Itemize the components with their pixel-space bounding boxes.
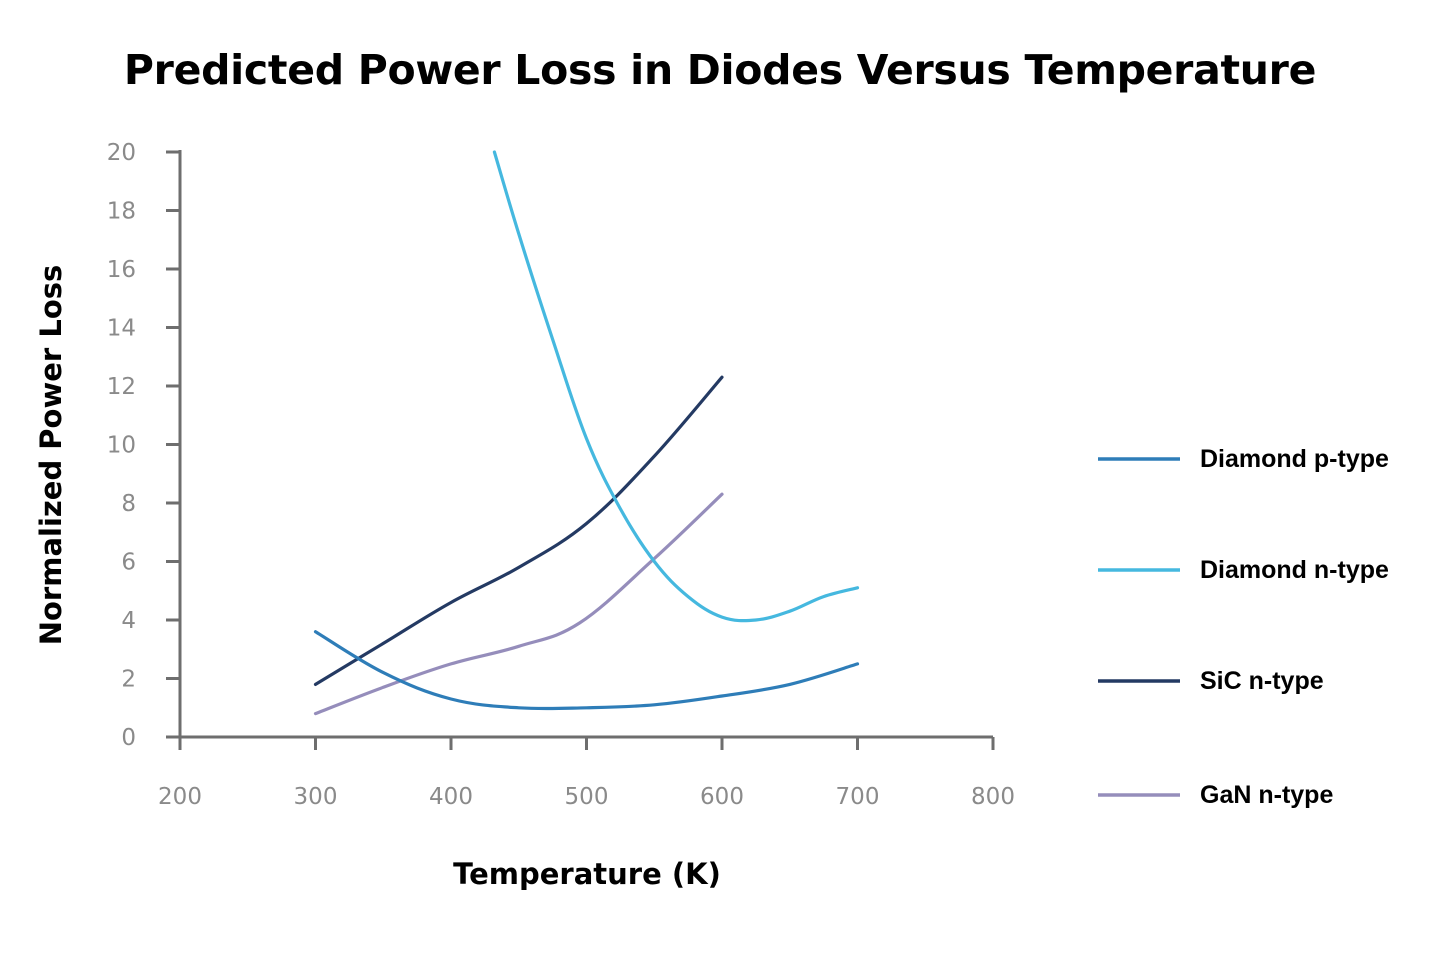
legend-label-diamond-p-type: Diamond p-type: [1200, 445, 1389, 473]
y-tick-label: 14: [107, 316, 136, 342]
x-tick-label: 400: [429, 784, 473, 810]
y-tick-label: 0: [121, 725, 136, 751]
y-tick-label: 10: [107, 433, 136, 459]
series-line-diamond-p-type: [313, 630, 860, 711]
y-tick-label: 12: [107, 374, 136, 400]
series-line-sic-n-type: [313, 375, 724, 686]
chart-title: Predicted Power Loss in Diodes Versus Te…: [123, 46, 1317, 94]
x-tick-label: 800: [971, 784, 1015, 810]
legend-label-sic-n-type: SiC n-type: [1200, 667, 1324, 695]
legend: Diamond p-type Diamond n-type SiC n-type Ga…: [1098, 445, 1389, 809]
y-tick-label: 20: [107, 140, 136, 166]
x-ticks: 200 300 400 500 600 700 800: [158, 737, 1015, 810]
series-lines: [313, 150, 860, 716]
y-ticks: 0 2 4 6 8 10 12 14 16 18 20: [107, 140, 180, 751]
x-tick-label: 600: [700, 784, 744, 810]
x-tick-label: 500: [565, 784, 609, 810]
axes: [178, 150, 993, 739]
y-tick-label: 6: [121, 550, 136, 576]
series-line-gan-n-type: [313, 492, 724, 716]
y-tick-label: 4: [121, 608, 136, 634]
y-tick-label: 8: [121, 491, 136, 517]
series-line-diamond-n-type: [492, 150, 860, 623]
x-tick-label: 700: [836, 784, 880, 810]
legend-label-gan-n-type: GaN n-type: [1200, 781, 1333, 809]
y-tick-label: 2: [121, 667, 136, 693]
x-tick-label: 300: [294, 784, 338, 810]
y-tick-label: 18: [107, 199, 136, 225]
x-axis-title: Temperature (K): [453, 857, 721, 891]
x-tick-label: 200: [158, 784, 202, 810]
legend-label-diamond-n-type: Diamond n-type: [1200, 556, 1389, 584]
y-tick-label: 16: [107, 257, 136, 283]
y-axis-title: Normalized Power Loss: [34, 265, 68, 646]
